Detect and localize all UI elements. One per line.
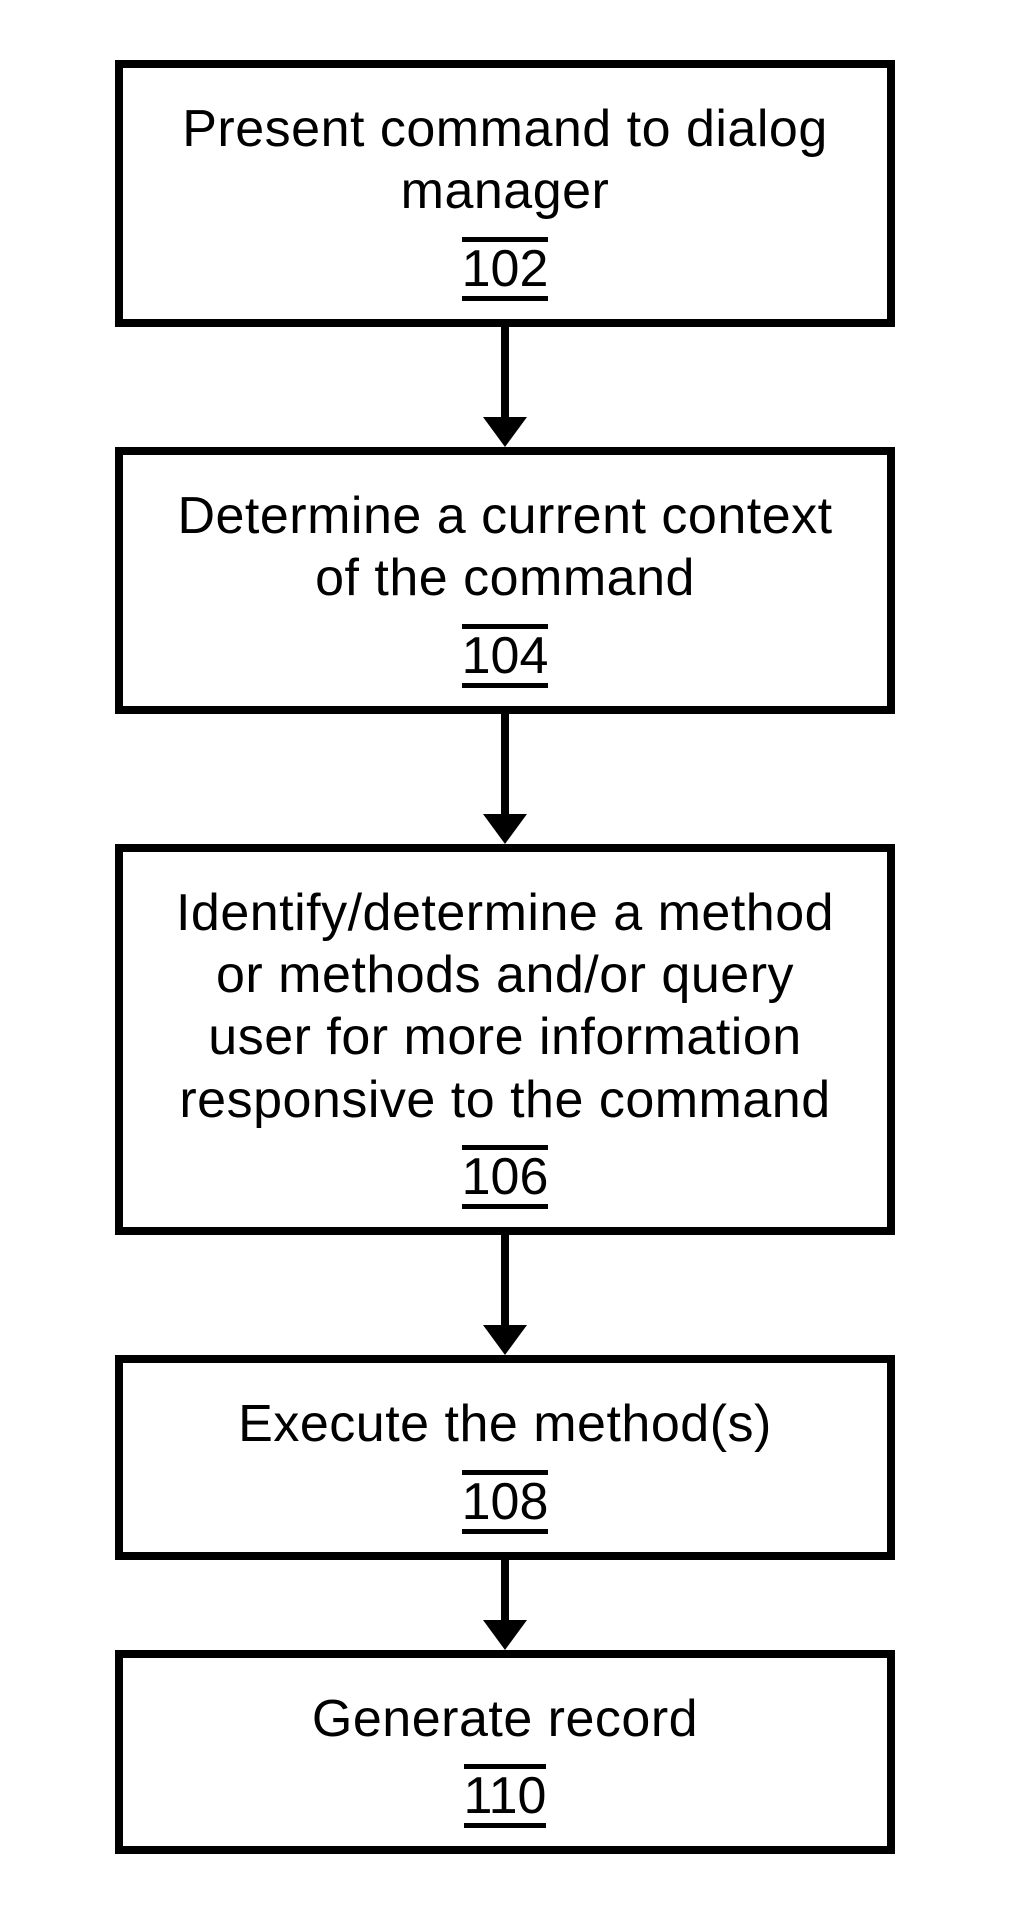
flow-node-label: Execute the method(s) <box>163 1393 847 1455</box>
flow-node-label: Present command to dialog manager <box>163 98 847 223</box>
flow-node-ref: 104 <box>462 630 549 682</box>
flow-node-ref: 106 <box>462 1151 549 1203</box>
flow-arrow <box>483 1235 527 1355</box>
flow-node-label: Generate record <box>163 1688 847 1750</box>
flow-arrow <box>483 327 527 447</box>
flow-node-110: Generate record 110 <box>115 1650 895 1854</box>
flowchart-container: Present command to dialog manager 102 De… <box>115 60 895 1854</box>
flow-node-ref: 110 <box>464 1770 547 1822</box>
flow-arrow <box>483 1560 527 1650</box>
flow-node-104: Determine a current context of the comma… <box>115 447 895 714</box>
arrow-head-icon <box>483 1325 527 1355</box>
flow-node-102: Present command to dialog manager 102 <box>115 60 895 327</box>
arrow-stem <box>501 327 509 417</box>
flow-node-106: Identify/determine a method or methods a… <box>115 844 895 1236</box>
flow-node-label: Identify/determine a method or methods a… <box>163 882 847 1132</box>
arrow-head-icon <box>483 417 527 447</box>
arrow-stem <box>501 714 509 814</box>
flow-node-ref: 102 <box>462 243 549 295</box>
flow-node-ref: 108 <box>462 1476 549 1528</box>
arrow-stem <box>501 1560 509 1620</box>
arrow-head-icon <box>483 814 527 844</box>
flow-node-label: Determine a current context of the comma… <box>163 485 847 610</box>
arrow-head-icon <box>483 1620 527 1650</box>
flow-node-108: Execute the method(s) 108 <box>115 1355 895 1559</box>
flow-arrow <box>483 714 527 844</box>
arrow-stem <box>501 1235 509 1325</box>
